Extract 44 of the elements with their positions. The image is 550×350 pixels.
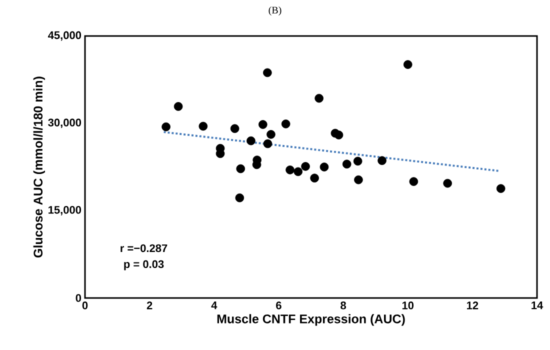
point — [403, 60, 412, 69]
point — [409, 177, 418, 186]
point — [281, 120, 290, 128]
point — [230, 124, 240, 133]
y-tick-label: 30,000 — [48, 118, 82, 128]
point — [263, 68, 272, 78]
point — [310, 174, 319, 182]
point — [263, 139, 272, 148]
annotation: r =−0.287 — [120, 244, 168, 252]
point — [246, 136, 256, 146]
x-tick-label: 6 — [276, 302, 282, 310]
point — [353, 156, 362, 166]
point — [301, 162, 310, 171]
chart-title: (B) — [268, 6, 282, 16]
point — [342, 160, 352, 168]
point — [258, 120, 268, 129]
x-tick-label: 14 — [532, 302, 544, 310]
point — [174, 102, 183, 111]
y-axis-title: Glucose AUC (mmol/l/180 min) — [33, 76, 45, 258]
x-tick-label: 2 — [146, 302, 152, 310]
y-tick-label: 15,000 — [48, 206, 82, 216]
point — [266, 130, 276, 139]
x-axis-title: Muscle CNTF Expression (AUC) — [217, 314, 405, 326]
point — [236, 164, 246, 174]
x-tick-label: 12 — [467, 302, 478, 310]
point — [294, 167, 302, 176]
point — [235, 193, 244, 202]
point — [496, 184, 506, 193]
annotation: p = 0.03 — [124, 260, 164, 270]
point — [198, 122, 208, 131]
x-tick-label: 4 — [211, 302, 218, 310]
x-tick-label: 0 — [82, 302, 88, 310]
x-tick-label: 10 — [402, 302, 414, 310]
x-tick-label: 8 — [340, 302, 346, 310]
point — [320, 162, 329, 172]
point — [354, 175, 363, 184]
y-tick-label: 45,000 — [48, 31, 82, 41]
point — [378, 156, 386, 165]
point — [162, 122, 170, 132]
point — [286, 166, 294, 174]
point — [314, 94, 324, 103]
y-tick-label: 0 — [76, 294, 82, 302]
point — [334, 130, 344, 140]
point — [443, 178, 452, 188]
